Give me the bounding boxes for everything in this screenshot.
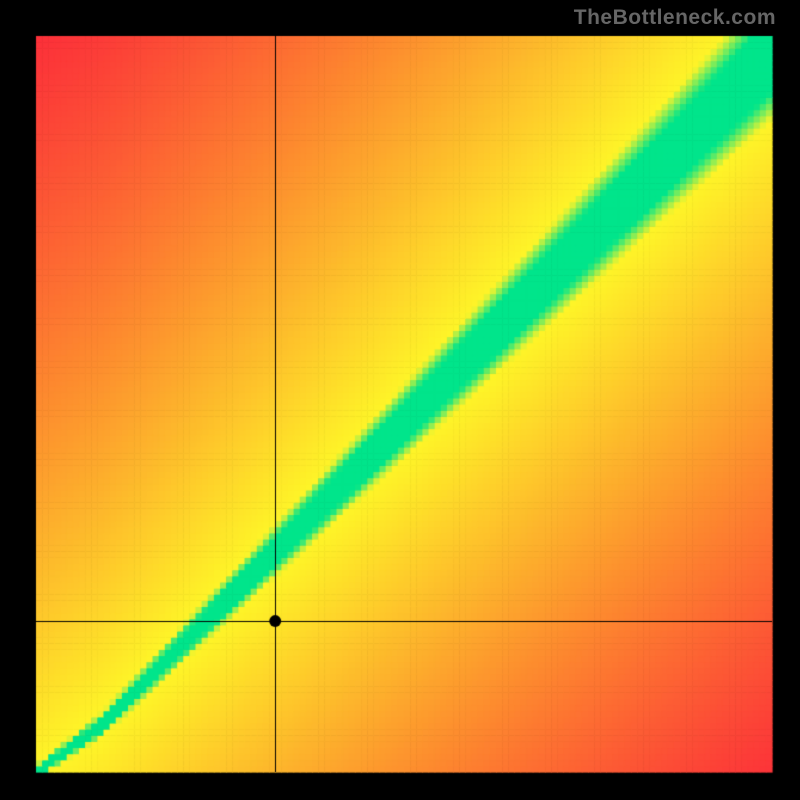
bottleneck-heatmap: [0, 0, 800, 800]
attribution-text: TheBottleneck.com: [574, 6, 776, 30]
chart-container: TheBottleneck.com: [0, 0, 800, 800]
